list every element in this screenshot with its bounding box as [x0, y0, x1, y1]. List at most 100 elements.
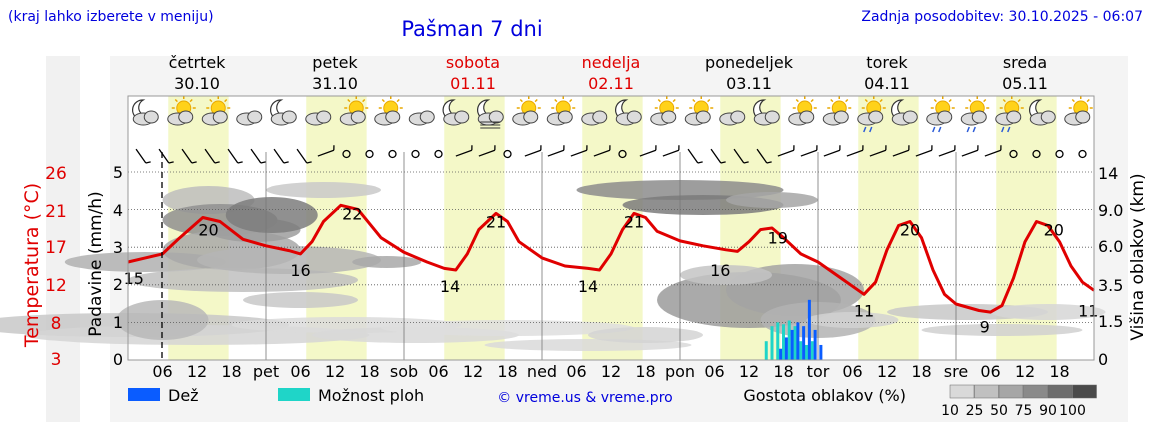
- cloud-patch: [352, 256, 422, 268]
- density-swatch: [1072, 384, 1097, 399]
- day-date: 30.10: [174, 74, 220, 93]
- cloud-patch: [243, 292, 358, 308]
- wind-calm-icon: [618, 149, 627, 159]
- wind-barb-icon: [593, 149, 611, 157]
- cloud-patch: [381, 320, 634, 336]
- day-date: 03.11: [726, 74, 772, 93]
- wind-barb-icon: [720, 161, 726, 164]
- cloud-icon: [592, 110, 608, 124]
- density-swatch: [998, 384, 1024, 399]
- wind-calm-icon: [1009, 149, 1018, 159]
- wind-calm-icon: [365, 149, 374, 159]
- weather-icon: [236, 110, 263, 126]
- wind-barb-icon: [639, 149, 657, 157]
- rain-bar: [796, 322, 800, 360]
- daylight-band: [444, 96, 505, 360]
- density-swatch: [1047, 384, 1073, 399]
- temp-tick: 3: [51, 350, 62, 370]
- sun-ray-icon: [830, 98, 834, 103]
- day-date: 04.11: [864, 74, 910, 93]
- temp-tick: 12: [45, 276, 67, 296]
- cloud-icon: [212, 110, 228, 124]
- sun-ray-icon: [209, 98, 213, 103]
- temperature-label: 11: [1078, 301, 1098, 320]
- sun-ray-icon: [795, 98, 799, 103]
- cloud-icon: [971, 110, 987, 124]
- density-swatch: [949, 384, 975, 399]
- wind-barb-icon: [697, 161, 703, 164]
- rain-swatch: [128, 388, 160, 401]
- x-day-label: tor: [807, 362, 830, 381]
- cloud-height-axis-title: Višina oblakov (km): [1128, 173, 1148, 340]
- wind-barb-icon: [743, 161, 749, 164]
- wind-calm-icon: [388, 149, 397, 159]
- x-hour-label: 06: [980, 362, 1000, 381]
- showers-bar: [782, 324, 785, 360]
- x-hour-label: 18: [497, 362, 517, 381]
- density-tick: 90: [1039, 403, 1057, 419]
- wind-barb-icon: [915, 149, 933, 157]
- cloud-icon: [764, 110, 780, 124]
- wind-barb-icon: [846, 149, 864, 157]
- wind-barb-icon: [306, 161, 312, 164]
- wind-barb-icon: [260, 161, 266, 164]
- last-updated: Zadnja posodobitev: 30.10.2025 - 06:07: [861, 9, 1143, 25]
- location-hint[interactable]: (kraj lahko izberete v meniju): [8, 9, 214, 25]
- left-side-panel: [46, 56, 80, 422]
- weather-icon: [305, 110, 332, 126]
- wind-barb-icon: [250, 148, 262, 164]
- wind-barb-icon: [135, 148, 147, 164]
- temperature-axis-title: Temperatura (°C): [21, 183, 43, 348]
- x-hour-label: 06: [842, 362, 862, 381]
- weather-icon: [684, 96, 714, 126]
- weather-icon: [822, 96, 852, 126]
- weather-icon: [650, 96, 679, 126]
- precipitation-bars: [764, 299, 823, 360]
- wind-barb-icon: [662, 149, 680, 157]
- showers-bar: [793, 326, 797, 360]
- cloud-icon: [557, 110, 573, 124]
- cloud-icon: [143, 110, 159, 124]
- weather-icon: [201, 96, 231, 126]
- cloud-icon: [1040, 110, 1056, 124]
- wind-barb-icon: [296, 148, 308, 164]
- weather-icon: [891, 99, 918, 126]
- sun-ray-icon: [1002, 98, 1006, 103]
- rain-drop-icon: [1001, 126, 1005, 133]
- temperature-label: 20: [198, 221, 218, 240]
- wind-barb-icon: [204, 148, 216, 164]
- temp-tick: 21: [45, 202, 67, 222]
- weather-icon: [926, 96, 955, 133]
- sun-ray-icon: [362, 98, 366, 103]
- wind-calm-icon: [434, 149, 443, 159]
- rain-drop-icon: [966, 126, 970, 133]
- x-hour-label: 12: [1015, 362, 1035, 381]
- cloud-icon: [316, 110, 332, 124]
- wind-barb-icon: [892, 149, 910, 157]
- cloud-icon: [799, 110, 815, 124]
- sun-ray-icon: [569, 98, 573, 103]
- temperature-line: [127, 203, 1095, 314]
- density-tick: 10: [941, 403, 959, 419]
- weather-icon: [615, 99, 642, 126]
- day-date: 02.11: [588, 74, 634, 93]
- temperature-label: 11: [854, 301, 874, 320]
- showers-bar: [770, 326, 774, 360]
- sun-ray-icon: [347, 98, 351, 103]
- cloud-icon: [178, 110, 194, 124]
- temperature-label: 16: [710, 261, 730, 280]
- showers-bar: [805, 344, 808, 360]
- sun-ray-icon: [948, 98, 952, 103]
- wind-barb-icon: [570, 149, 588, 157]
- cloud-density-label: Gostota oblakov (%): [743, 386, 906, 405]
- credit-link[interactable]: © vreme.us & vreme.pro: [497, 390, 672, 406]
- cloud-tick: 1.5: [1098, 312, 1123, 331]
- precip-tick: 3: [113, 238, 123, 257]
- wind-barb-icon: [733, 148, 745, 164]
- wind-barb-icon: [547, 149, 565, 157]
- cloud-icon: [730, 110, 746, 124]
- cloud-icon: [695, 110, 711, 124]
- showers-swatch: [278, 388, 310, 401]
- wind-barb-icon: [756, 148, 768, 164]
- weather-icon: [788, 96, 817, 126]
